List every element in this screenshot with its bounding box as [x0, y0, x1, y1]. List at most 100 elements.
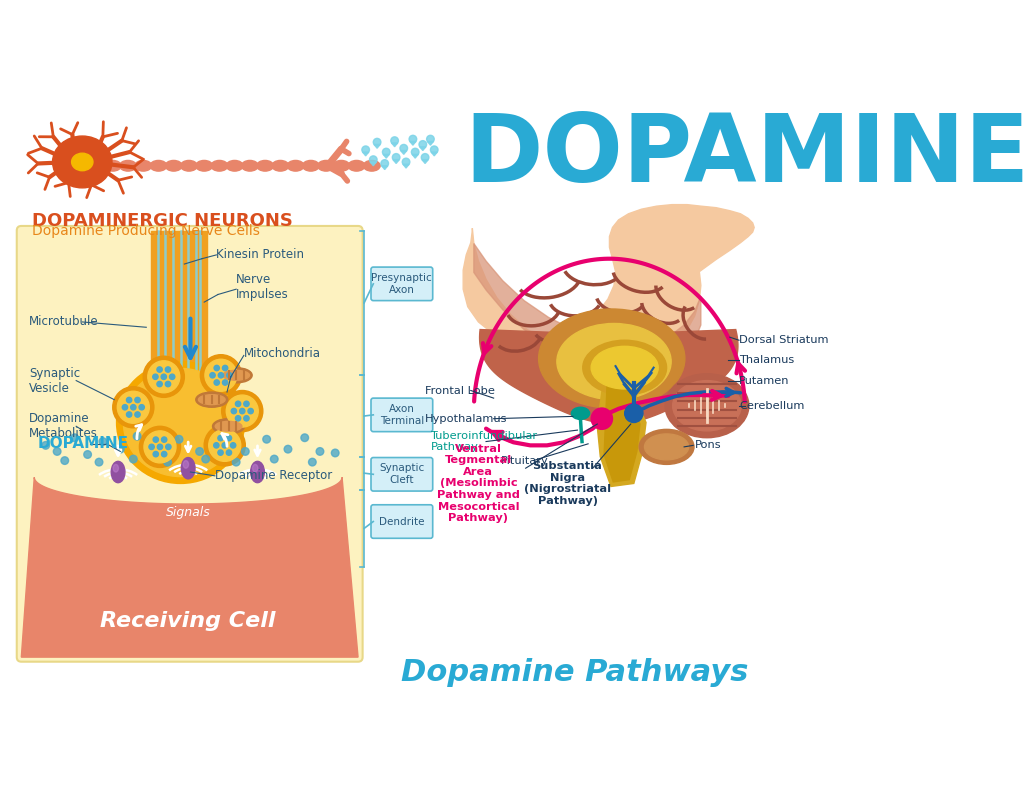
- Circle shape: [226, 373, 232, 378]
- Circle shape: [143, 356, 184, 398]
- Ellipse shape: [226, 160, 243, 171]
- FancyBboxPatch shape: [371, 267, 433, 300]
- Text: Hypothalamus: Hypothalamus: [425, 414, 508, 424]
- Circle shape: [155, 448, 162, 455]
- Text: Microtubule: Microtubule: [29, 316, 98, 328]
- Ellipse shape: [104, 160, 121, 171]
- Circle shape: [158, 444, 163, 450]
- Circle shape: [222, 442, 227, 448]
- Circle shape: [42, 442, 49, 450]
- Text: Ventral
Tegmental
Area
(Mesolimbic
Pathway and
Mesocortical
Pathway): Ventral Tegmental Area (Mesolimbic Pathw…: [437, 444, 520, 524]
- Polygon shape: [427, 141, 433, 145]
- Polygon shape: [463, 205, 755, 360]
- Circle shape: [308, 458, 316, 466]
- Text: Dopamine Receptor: Dopamine Receptor: [215, 469, 332, 482]
- Circle shape: [157, 382, 162, 387]
- Ellipse shape: [223, 371, 250, 380]
- Circle shape: [170, 374, 175, 379]
- Circle shape: [196, 448, 204, 455]
- Circle shape: [165, 367, 171, 372]
- Circle shape: [161, 374, 167, 379]
- Circle shape: [135, 398, 140, 402]
- Circle shape: [412, 148, 419, 156]
- Ellipse shape: [117, 362, 245, 484]
- Polygon shape: [382, 166, 388, 170]
- Polygon shape: [393, 159, 399, 163]
- Circle shape: [204, 425, 246, 466]
- Circle shape: [591, 408, 612, 430]
- Circle shape: [248, 408, 253, 414]
- Circle shape: [133, 433, 141, 440]
- Polygon shape: [383, 155, 389, 158]
- Ellipse shape: [253, 465, 258, 472]
- Circle shape: [154, 451, 159, 457]
- Circle shape: [284, 446, 292, 453]
- Circle shape: [135, 412, 140, 417]
- Ellipse shape: [287, 160, 304, 171]
- Circle shape: [230, 442, 236, 448]
- Text: DOPAMINERGIC NEURONS: DOPAMINERGIC NEURONS: [32, 212, 293, 230]
- Circle shape: [126, 412, 132, 417]
- Polygon shape: [144, 467, 232, 497]
- Circle shape: [148, 444, 155, 450]
- Text: DOPAMINE: DOPAMINE: [38, 436, 129, 451]
- Ellipse shape: [72, 153, 93, 171]
- Polygon shape: [410, 141, 416, 145]
- Circle shape: [231, 408, 237, 414]
- Circle shape: [218, 450, 223, 455]
- Circle shape: [144, 431, 176, 463]
- Polygon shape: [362, 152, 369, 156]
- Ellipse shape: [257, 160, 273, 171]
- Circle shape: [175, 435, 183, 443]
- Circle shape: [244, 416, 249, 421]
- Circle shape: [419, 140, 427, 148]
- FancyBboxPatch shape: [371, 505, 433, 538]
- Polygon shape: [604, 383, 640, 482]
- Circle shape: [162, 451, 167, 457]
- Circle shape: [71, 434, 79, 442]
- Ellipse shape: [302, 160, 319, 171]
- Circle shape: [214, 442, 219, 448]
- Circle shape: [139, 426, 180, 468]
- Circle shape: [301, 434, 308, 442]
- Circle shape: [240, 408, 245, 414]
- Ellipse shape: [583, 340, 667, 395]
- Text: Receiving Cell: Receiving Cell: [100, 611, 275, 630]
- Text: Presynaptic
Axon: Presynaptic Axon: [372, 273, 432, 295]
- Circle shape: [214, 380, 219, 385]
- Polygon shape: [431, 152, 437, 156]
- Circle shape: [226, 450, 231, 455]
- Polygon shape: [420, 147, 426, 151]
- Circle shape: [410, 135, 417, 143]
- Circle shape: [201, 355, 242, 396]
- Polygon shape: [597, 381, 646, 486]
- Text: DOPAMINE: DOPAMINE: [465, 110, 1024, 202]
- Circle shape: [427, 135, 434, 143]
- Circle shape: [221, 438, 228, 446]
- Circle shape: [421, 154, 429, 161]
- Circle shape: [236, 416, 241, 421]
- Circle shape: [122, 405, 128, 410]
- Ellipse shape: [571, 407, 590, 419]
- Text: Synaptic
Cleft: Synaptic Cleft: [379, 464, 425, 485]
- Circle shape: [154, 437, 159, 442]
- Ellipse shape: [539, 309, 685, 408]
- Circle shape: [263, 435, 270, 443]
- Text: Axon
Terminal: Axon Terminal: [380, 404, 424, 426]
- Ellipse shape: [151, 160, 167, 171]
- Circle shape: [205, 359, 237, 391]
- Circle shape: [99, 438, 106, 446]
- Circle shape: [165, 382, 171, 387]
- Polygon shape: [412, 155, 418, 158]
- Circle shape: [166, 444, 171, 450]
- Polygon shape: [403, 164, 410, 168]
- Circle shape: [392, 154, 400, 161]
- Circle shape: [332, 450, 339, 457]
- Circle shape: [244, 401, 249, 406]
- Circle shape: [117, 446, 124, 453]
- Circle shape: [129, 455, 137, 463]
- Ellipse shape: [673, 381, 741, 431]
- Ellipse shape: [213, 418, 245, 434]
- Circle shape: [391, 137, 398, 144]
- Circle shape: [222, 365, 227, 371]
